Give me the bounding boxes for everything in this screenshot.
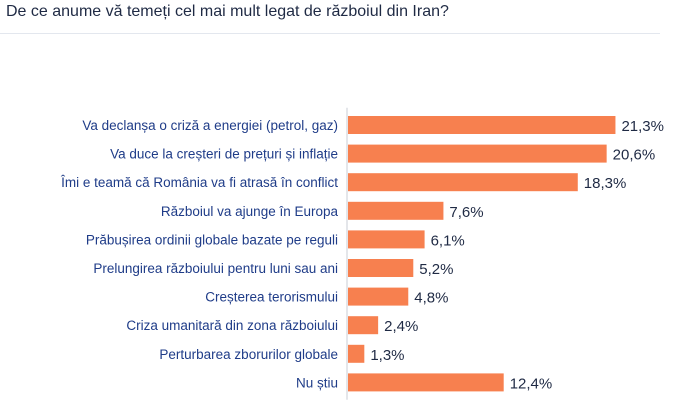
value-label: 2,4%: [384, 318, 418, 335]
bar: [348, 144, 607, 163]
category-label: Criza umanitară din zona războiului: [126, 318, 338, 333]
value-label: 7,6%: [449, 204, 483, 221]
title-divider: [0, 33, 660, 34]
value-label: 21,3%: [621, 118, 664, 135]
category-label: Prăbușirea ordinii globale bazate pe reg…: [86, 232, 338, 247]
bar: [348, 259, 414, 277]
bar: [348, 201, 444, 220]
category-label: Creșterea terorismului: [205, 290, 338, 305]
category-label: Nu știu: [296, 375, 338, 390]
category-label: Va declanșa o criză a energiei (petrol, …: [82, 118, 338, 133]
category-label: Prelungirea războiului pentru luni sau a…: [93, 261, 338, 276]
value-label: 1,3%: [370, 347, 404, 364]
category-label: Războiul va ajunge în Europa: [161, 204, 339, 219]
category-label: Va duce la creșteri de prețuri și inflaț…: [110, 147, 338, 162]
value-label: 5,2%: [419, 261, 453, 278]
value-label: 20,6%: [613, 147, 656, 164]
value-label: 18,3%: [584, 175, 627, 192]
bar: [348, 316, 379, 335]
value-label: 4,8%: [414, 290, 448, 307]
category-label: Îmi e teamă că România va fi atrasă în c…: [60, 175, 338, 190]
category-label: Perturbarea zborurilor globale: [159, 347, 338, 362]
value-label: 12,4%: [510, 375, 553, 392]
bar: [348, 344, 365, 363]
bar: [348, 116, 616, 134]
bar: [348, 230, 425, 249]
bar: [348, 173, 578, 192]
value-label: 6,1%: [431, 232, 465, 249]
bar: [348, 287, 409, 306]
chart-title: De ce anume vă temeți cel mai mult legat…: [6, 3, 449, 20]
bar: [348, 373, 504, 392]
